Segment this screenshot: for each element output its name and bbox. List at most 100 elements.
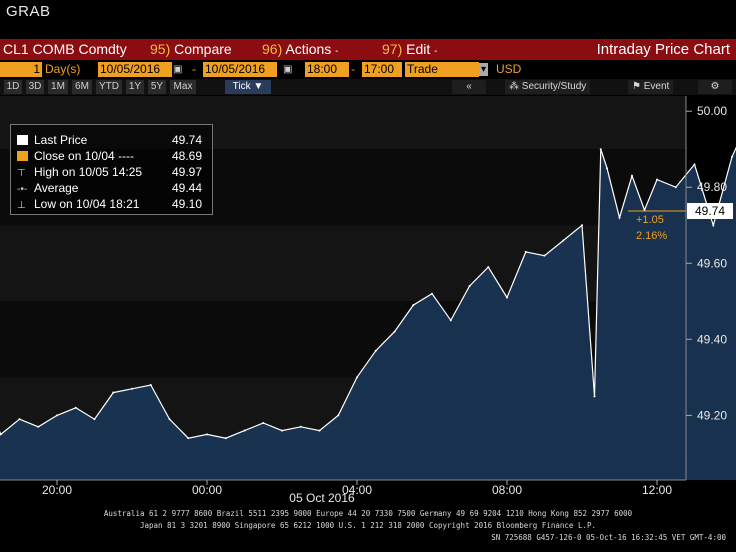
- price-point: [168, 418, 171, 421]
- parameter-bar: 1 Day(s) 10/05/2016 ▣ - 10/05/2016 ▣ 18:…: [0, 61, 736, 78]
- calendar-icon[interactable]: ▣: [283, 64, 293, 75]
- price-point: [543, 254, 546, 257]
- price-point: [449, 319, 452, 322]
- range-button-1m[interactable]: 1M: [48, 80, 68, 94]
- range-button-ytd[interactable]: YTD: [96, 80, 122, 94]
- end-date-input[interactable]: 10/05/2016: [203, 62, 277, 77]
- footer-contacts-line2: Japan 81 3 3201 8900 Singapore 65 6212 1…: [139, 521, 597, 530]
- low-marker-icon: ⊥: [17, 200, 26, 211]
- start-date-input[interactable]: 10/05/2016: [98, 62, 172, 77]
- price-area: [0, 148, 736, 480]
- title-bar: GRAB: [0, 0, 736, 38]
- price-point: [224, 437, 227, 440]
- price-point: [618, 216, 621, 219]
- screen-title: GRAB: [6, 3, 51, 20]
- range-button-5y[interactable]: 5Y: [148, 80, 166, 94]
- price-point: [593, 395, 596, 398]
- x-tick-label: 04:00: [342, 483, 372, 497]
- price-point: [187, 437, 190, 440]
- price-point: [581, 224, 583, 227]
- legend-value: 48.69: [172, 149, 203, 163]
- tick-select[interactable]: Tick ▼: [225, 80, 271, 94]
- price-point: [693, 163, 696, 166]
- legend-swatch: [17, 151, 28, 161]
- price-point: [731, 155, 733, 158]
- y-tick-label: 49.60: [697, 256, 727, 270]
- calendar-icon[interactable]: ▣: [173, 64, 183, 75]
- legend-label: High on 10/05 14:25: [34, 165, 143, 179]
- legend-label: Last Price: [34, 133, 88, 147]
- legend-label: Average: [34, 181, 79, 195]
- range-button-1y[interactable]: 1Y: [126, 80, 144, 94]
- price-point: [112, 391, 115, 394]
- x-axis-label: 05 Oct 2016: [289, 491, 355, 505]
- price-point: [318, 429, 321, 432]
- end-time-input[interactable]: 17:00: [362, 62, 402, 77]
- collapse-left-icon[interactable]: «: [452, 80, 486, 94]
- event-button[interactable]: ⚑ Event: [628, 80, 674, 94]
- price-point: [562, 239, 565, 242]
- price-point: [56, 414, 58, 417]
- command-toolbar: CL1 COMB Comdty 95) Compare 96) Actions …: [0, 39, 736, 60]
- legend-value: 49.74: [172, 133, 203, 147]
- range-button-1d[interactable]: 1D: [4, 80, 22, 94]
- actions-label: Actions: [285, 41, 332, 57]
- legend-close: Close on 10/04 ---- 48.69: [17, 148, 202, 164]
- actions-number: 96): [262, 41, 283, 57]
- chart-title: Intraday Price Chart: [596, 41, 730, 58]
- price-point: [674, 186, 677, 189]
- edit-label: Edit: [406, 41, 431, 57]
- footer-contacts-line1: Australia 61 2 9777 8600 Brazil 5511 239…: [103, 509, 633, 518]
- price-point: [243, 429, 246, 432]
- gear-icon[interactable]: ⚙: [698, 80, 732, 94]
- price-point: [262, 421, 265, 424]
- price-point: [412, 304, 415, 307]
- intraday-price-chart[interactable]: 49.20 49.40 49.60 49.80 50.00 20:00 00:00 04:0…: [0, 96, 736, 552]
- last-price-value: 49.74: [695, 204, 725, 218]
- range-button-3d[interactable]: 3D: [26, 80, 44, 94]
- period-unit-label: Day(s): [45, 62, 81, 76]
- price-point: [299, 425, 302, 428]
- price-line: [0, 146, 736, 439]
- time-separator: -: [351, 62, 355, 76]
- average-marker-icon: -•-: [17, 184, 28, 195]
- range-button-6m[interactable]: 6M: [72, 80, 92, 94]
- range-button-max[interactable]: Max: [170, 80, 196, 94]
- y-tick-label: 49.20: [697, 408, 727, 422]
- actions-button[interactable]: 96) Actions -: [262, 41, 339, 57]
- start-time-input[interactable]: 18:00: [305, 62, 349, 77]
- data-type-select[interactable]: Trade: [405, 62, 479, 77]
- chart-legend[interactable]: Last Price 49.74 Close on 10/04 ---- 48.…: [10, 124, 213, 215]
- compare-label: Compare: [174, 41, 232, 57]
- x-tick-label: 12:00: [642, 483, 672, 497]
- compare-number: 95): [150, 41, 171, 57]
- price-point: [506, 296, 508, 299]
- security-study-button[interactable]: ⁂ Security/Study: [505, 80, 591, 94]
- price-point: [487, 266, 490, 269]
- legend-value: 49.10: [172, 197, 203, 211]
- chevron-down-icon[interactable]: ▾: [479, 63, 489, 76]
- price-point: [431, 292, 433, 295]
- x-tick-label: 20:00: [42, 483, 72, 497]
- date-separator: -: [192, 62, 196, 76]
- period-input[interactable]: 1: [0, 62, 42, 77]
- price-point: [206, 433, 208, 436]
- security-ticker[interactable]: CL1 COMB Comdty: [3, 41, 127, 57]
- price-point: [631, 174, 633, 177]
- last-price-tag: 49.74 +1.05 2.16%: [628, 203, 733, 242]
- high-marker-icon: ⊤: [17, 168, 26, 179]
- edit-button[interactable]: 97) Edit -: [382, 41, 437, 57]
- price-point: [0, 433, 2, 436]
- last-price-box: [687, 203, 733, 219]
- price-point: [374, 349, 377, 352]
- dropdown-arrow-icon: -: [434, 46, 438, 57]
- legend-average: -•- Average 49.44: [17, 180, 202, 196]
- price-change-pct: 2.16%: [636, 230, 667, 242]
- x-tick-label: 00:00: [192, 483, 222, 497]
- edit-number: 97): [382, 41, 403, 57]
- currency-label[interactable]: USD: [496, 62, 522, 76]
- price-point: [281, 429, 283, 432]
- y-tick-label: 49.80: [697, 180, 727, 194]
- compare-button[interactable]: 95) Compare: [150, 41, 232, 57]
